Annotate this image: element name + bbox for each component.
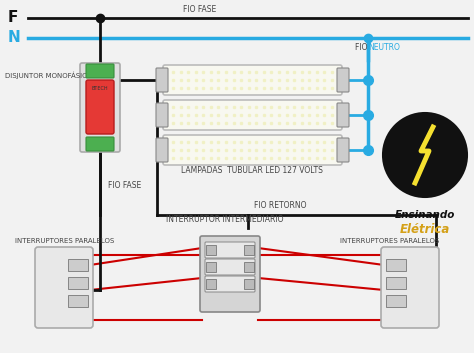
Text: LAMPADAS  TUBULAR LED 127 VOLTS: LAMPADAS TUBULAR LED 127 VOLTS [181,166,323,175]
FancyBboxPatch shape [386,259,406,271]
Text: INTERRUPTOR INTERMEDIARIO: INTERRUPTOR INTERMEDIARIO [166,215,284,224]
FancyBboxPatch shape [156,103,168,127]
FancyBboxPatch shape [386,295,406,307]
Text: Elétrica: Elétrica [400,223,450,236]
Text: DISJUNTOR MONOFÁSICO: DISJUNTOR MONOFÁSICO [5,71,92,79]
FancyBboxPatch shape [68,259,88,271]
Text: F: F [8,11,18,25]
FancyBboxPatch shape [68,295,88,307]
FancyBboxPatch shape [200,236,260,312]
Text: FIO: FIO [355,43,370,52]
Text: Ensinando: Ensinando [395,210,455,220]
Text: FIO RETORNO: FIO RETORNO [254,201,306,210]
FancyBboxPatch shape [206,279,216,289]
FancyBboxPatch shape [244,279,254,289]
FancyBboxPatch shape [386,277,406,289]
Text: FIO FASE: FIO FASE [183,5,217,14]
FancyBboxPatch shape [206,262,216,272]
FancyBboxPatch shape [337,68,349,92]
FancyBboxPatch shape [35,247,93,328]
FancyBboxPatch shape [163,135,342,165]
FancyBboxPatch shape [156,68,168,92]
Text: FIO FASE: FIO FASE [108,180,141,190]
FancyBboxPatch shape [86,80,114,134]
FancyBboxPatch shape [381,247,439,328]
FancyBboxPatch shape [205,259,255,275]
FancyBboxPatch shape [205,242,255,258]
Text: NEUTRO: NEUTRO [368,43,400,52]
Text: BTECH: BTECH [91,86,109,91]
FancyBboxPatch shape [86,137,114,151]
FancyBboxPatch shape [68,277,88,289]
FancyBboxPatch shape [80,63,120,152]
Text: N: N [8,30,21,46]
Text: INTERRUPTORES PARALELOS: INTERRUPTORES PARALELOS [15,238,114,244]
FancyBboxPatch shape [206,245,216,255]
FancyBboxPatch shape [337,138,349,162]
FancyBboxPatch shape [244,262,254,272]
Circle shape [383,113,467,197]
FancyBboxPatch shape [156,138,168,162]
Text: INTERRUPTORES PARALELOS: INTERRUPTORES PARALELOS [340,238,439,244]
FancyBboxPatch shape [163,100,342,130]
FancyBboxPatch shape [244,245,254,255]
FancyBboxPatch shape [86,64,114,78]
FancyBboxPatch shape [205,276,255,292]
FancyBboxPatch shape [163,65,342,95]
FancyBboxPatch shape [337,103,349,127]
